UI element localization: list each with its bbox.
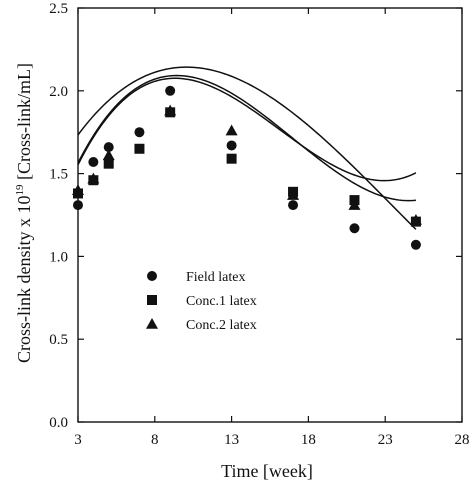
data-point-circle [88, 157, 99, 168]
legend: Field latex Conc.1 latex Conc.2 latex [146, 270, 257, 333]
y-axis-title-suffix: [Cross-link/mL] [14, 63, 34, 185]
y-tick-label: 0.0 [49, 415, 68, 431]
y-axis-title-prefix: Cross-link density x 10 [14, 195, 34, 363]
data-point-triangle [164, 104, 177, 116]
y-axis-title-exponent: 19 [14, 184, 26, 196]
x-tick-label: 18 [301, 432, 316, 448]
legend-label: Field latex [186, 270, 246, 285]
axes [77, 7, 463, 423]
data-point-circle [134, 127, 145, 138]
fit-curve-square [77, 77, 417, 182]
data-point-square [103, 158, 114, 169]
data-point-circle [288, 200, 299, 211]
data-point-triangle [225, 124, 238, 136]
data-point-triangle [72, 184, 84, 195]
y-tick-label: 2.0 [49, 84, 68, 100]
legend-label: Conc.1 latex [186, 294, 257, 309]
x-tick-label: 23 [378, 432, 393, 448]
y-tick-label: 1.5 [49, 167, 68, 183]
data-points [72, 85, 422, 250]
data-point-circle [226, 140, 237, 151]
fit-curves [77, 66, 417, 230]
data-point-triangle [409, 213, 422, 225]
data-point-circle [349, 223, 360, 234]
x-tick-label: 13 [224, 432, 239, 448]
plot-frame [77, 7, 463, 423]
y-tick-label: 2.5 [49, 1, 68, 17]
legend-label: Conc.2 latex [186, 318, 257, 333]
x-axis-title: Time [week] [221, 461, 313, 481]
data-point-circle [165, 85, 176, 96]
legend-marker-circle [147, 271, 157, 281]
tick-marks: 3 8 13 18 23 28 0.0 0.5 1.0 1.5 2.0 2.5 [49, 1, 469, 448]
data-point-square [134, 143, 145, 154]
y-tick-label: 1.0 [49, 249, 68, 265]
data-point-triangle [348, 199, 361, 210]
x-tick-label: 28 [455, 432, 470, 448]
fit-curve-circle [77, 66, 417, 230]
data-point-triangle [287, 189, 300, 200]
y-axis-title: Cross-link density x 1019 [Cross-link/mL… [14, 63, 34, 363]
data-point-triangle [102, 149, 115, 161]
legend-marker-triangle [146, 318, 158, 329]
y-tick-label: 0.5 [49, 332, 68, 348]
x-tick-label: 3 [74, 432, 82, 448]
data-point-circle [73, 200, 83, 211]
x-tick-label: 8 [151, 432, 159, 448]
data-point-triangle [87, 172, 100, 184]
legend-marker-square [147, 295, 157, 305]
data-point-circle [103, 142, 114, 153]
data-point-square [226, 153, 237, 164]
data-point-circle [410, 239, 421, 250]
fit-curve-triangle [77, 74, 416, 202]
